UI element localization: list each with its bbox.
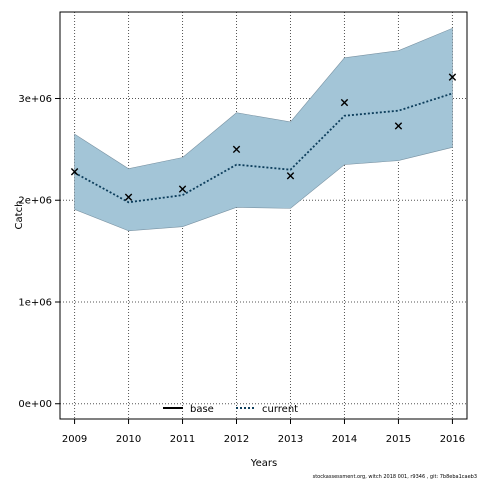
x-tick-label-6: 2015	[386, 434, 411, 445]
legend: base current	[163, 404, 298, 415]
x-tick-label-7: 2016	[440, 434, 465, 445]
x-tick-label-5: 2014	[332, 434, 357, 445]
legend-label-base: base	[190, 404, 214, 415]
x-tick-label-2: 2011	[170, 434, 195, 445]
footer-text: stockassessment.org, witch 2018 001, r93…	[313, 474, 477, 480]
observed-point-7	[448, 73, 457, 81]
x-tick-label-4: 2013	[278, 434, 303, 445]
observed-point-5	[340, 98, 349, 107]
observed-point-3	[232, 145, 241, 154]
y-tick-label-2: 2e+06	[18, 196, 52, 207]
series-lines	[74, 92, 453, 204]
observed-point-4	[286, 172, 295, 180]
observed-point-6	[394, 122, 403, 130]
y-axis: 0e+00 1e+06 2e+06 3e+06	[18, 94, 60, 410]
y-tick-label-0: 0e+00	[18, 399, 52, 410]
y-axis-title: Catch	[14, 201, 25, 230]
observed-point-1	[124, 193, 133, 201]
x-tick-label-0: 2009	[62, 434, 87, 445]
observed-point-2	[178, 185, 187, 193]
x-axis: 2009 2010 2011 2012 2013 2014 2015 2016	[62, 419, 465, 445]
series-line-current	[74, 92, 453, 204]
y-tick-label-1: 1e+06	[18, 297, 52, 308]
observed-points	[70, 73, 457, 201]
plot-frame	[59, 11, 468, 420]
y-tick-label-3: 3e+06	[18, 94, 52, 105]
x-tick-label-3: 2012	[224, 434, 249, 445]
x-tick-label-1: 2010	[116, 434, 141, 445]
observed-point-0	[70, 168, 79, 176]
legend-label-current: current	[262, 404, 298, 415]
confidence-band-area	[74, 27, 453, 232]
x-axis-title: Years	[250, 458, 277, 469]
confidence-band	[74, 27, 453, 232]
